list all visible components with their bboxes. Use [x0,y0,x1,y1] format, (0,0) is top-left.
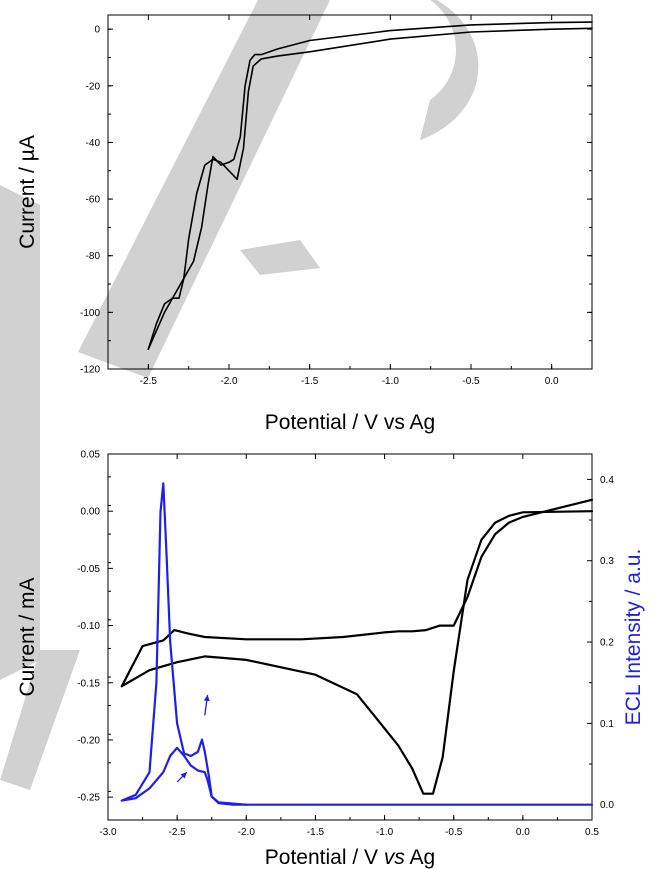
y-right-tick-label: 0.0 [600,800,614,811]
y-tick-label: -0.20 [77,735,100,746]
series-line-2 [147,27,593,350]
x-tick-label: -0.5 [445,827,463,838]
y-right-axis-title: ECL Intensity / a.u. [622,549,645,726]
x-tick-label: 0.5 [585,827,599,838]
chart-bottom: -3.0 -2.5 -2.0 -1.5 -1.0 -0.5 0.0 0.5 0.05 0.00 -0… [16,450,645,870]
y-tick-label: 0.05 [81,450,101,461]
y-tick-label: -40 [86,138,101,149]
x-tick-label: -2.5 [169,827,187,838]
series-line-1 [147,21,593,350]
series-line-2 [120,498,594,688]
scan-direction-arrow-right-head [180,772,187,779]
y-tick-label: 0.00 [81,507,101,518]
x-tick-label: -2.0 [220,376,238,387]
x-tick-label: 0.0 [545,376,559,387]
x-tick-label: -1.0 [376,827,394,838]
series-line-3 [120,482,594,806]
x-axis-title-part: Ag [405,846,435,869]
y-tick-label: -0.25 [77,793,100,804]
x-tick-label: -2.0 [238,827,256,838]
watermark-arc [330,0,479,140]
series-line-1 [120,510,594,795]
x-axis-title: Potential / V vs Ag [265,846,435,869]
scan-direction-arrow-up-head [203,694,210,702]
y-axis-title: Current / mA [16,577,39,696]
y-tick-label: -0.15 [77,678,100,689]
y-tick-label: -100 [80,308,100,319]
x-tick-label: -0.5 [462,376,480,387]
y-tick-label: -60 [86,195,101,206]
x-axis-title: Potential / V vs Ag [265,411,435,434]
y-tick-label: -20 [86,81,101,92]
x-tick-label: -1.5 [301,376,319,387]
series-line-4 [120,746,248,806]
watermark [0,0,479,790]
y-axis-title: Current / µA [16,135,39,249]
x-tick-label: 0.0 [516,827,530,838]
x-tick-label: -1.0 [382,376,400,387]
y-tick-label: -0.10 [77,621,100,632]
watermark-stroke-3 [0,650,80,790]
x-tick-label: -1.5 [307,827,325,838]
chart-top: -2.5 -2.0 -1.5 -1.0 -0.5 0.0 0 -20 -40 -60 -80 -100… [16,14,593,434]
y-tick-label: -0.05 [77,564,100,575]
y-right-tick-label: 0.1 [600,719,614,730]
x-tick-label: -3.0 [99,827,117,838]
y-tick-label: -120 [80,365,100,376]
x-tick-label: -2.5 [140,376,158,387]
x-axis-title-part: vs [384,846,406,869]
y-right-tick-label: 0.4 [600,475,614,486]
x-axis-title-part: Potential / V [265,846,384,869]
y-tick-label: -80 [86,251,101,262]
watermark-stroke-1 [78,0,330,378]
watermark-stroke-4 [240,240,320,275]
y-right-tick-label: 0.3 [600,556,614,567]
y-right-tick-label: 0.2 [600,638,614,649]
y-tick-label: 0 [94,25,100,36]
watermark-stroke-2 [0,185,40,680]
